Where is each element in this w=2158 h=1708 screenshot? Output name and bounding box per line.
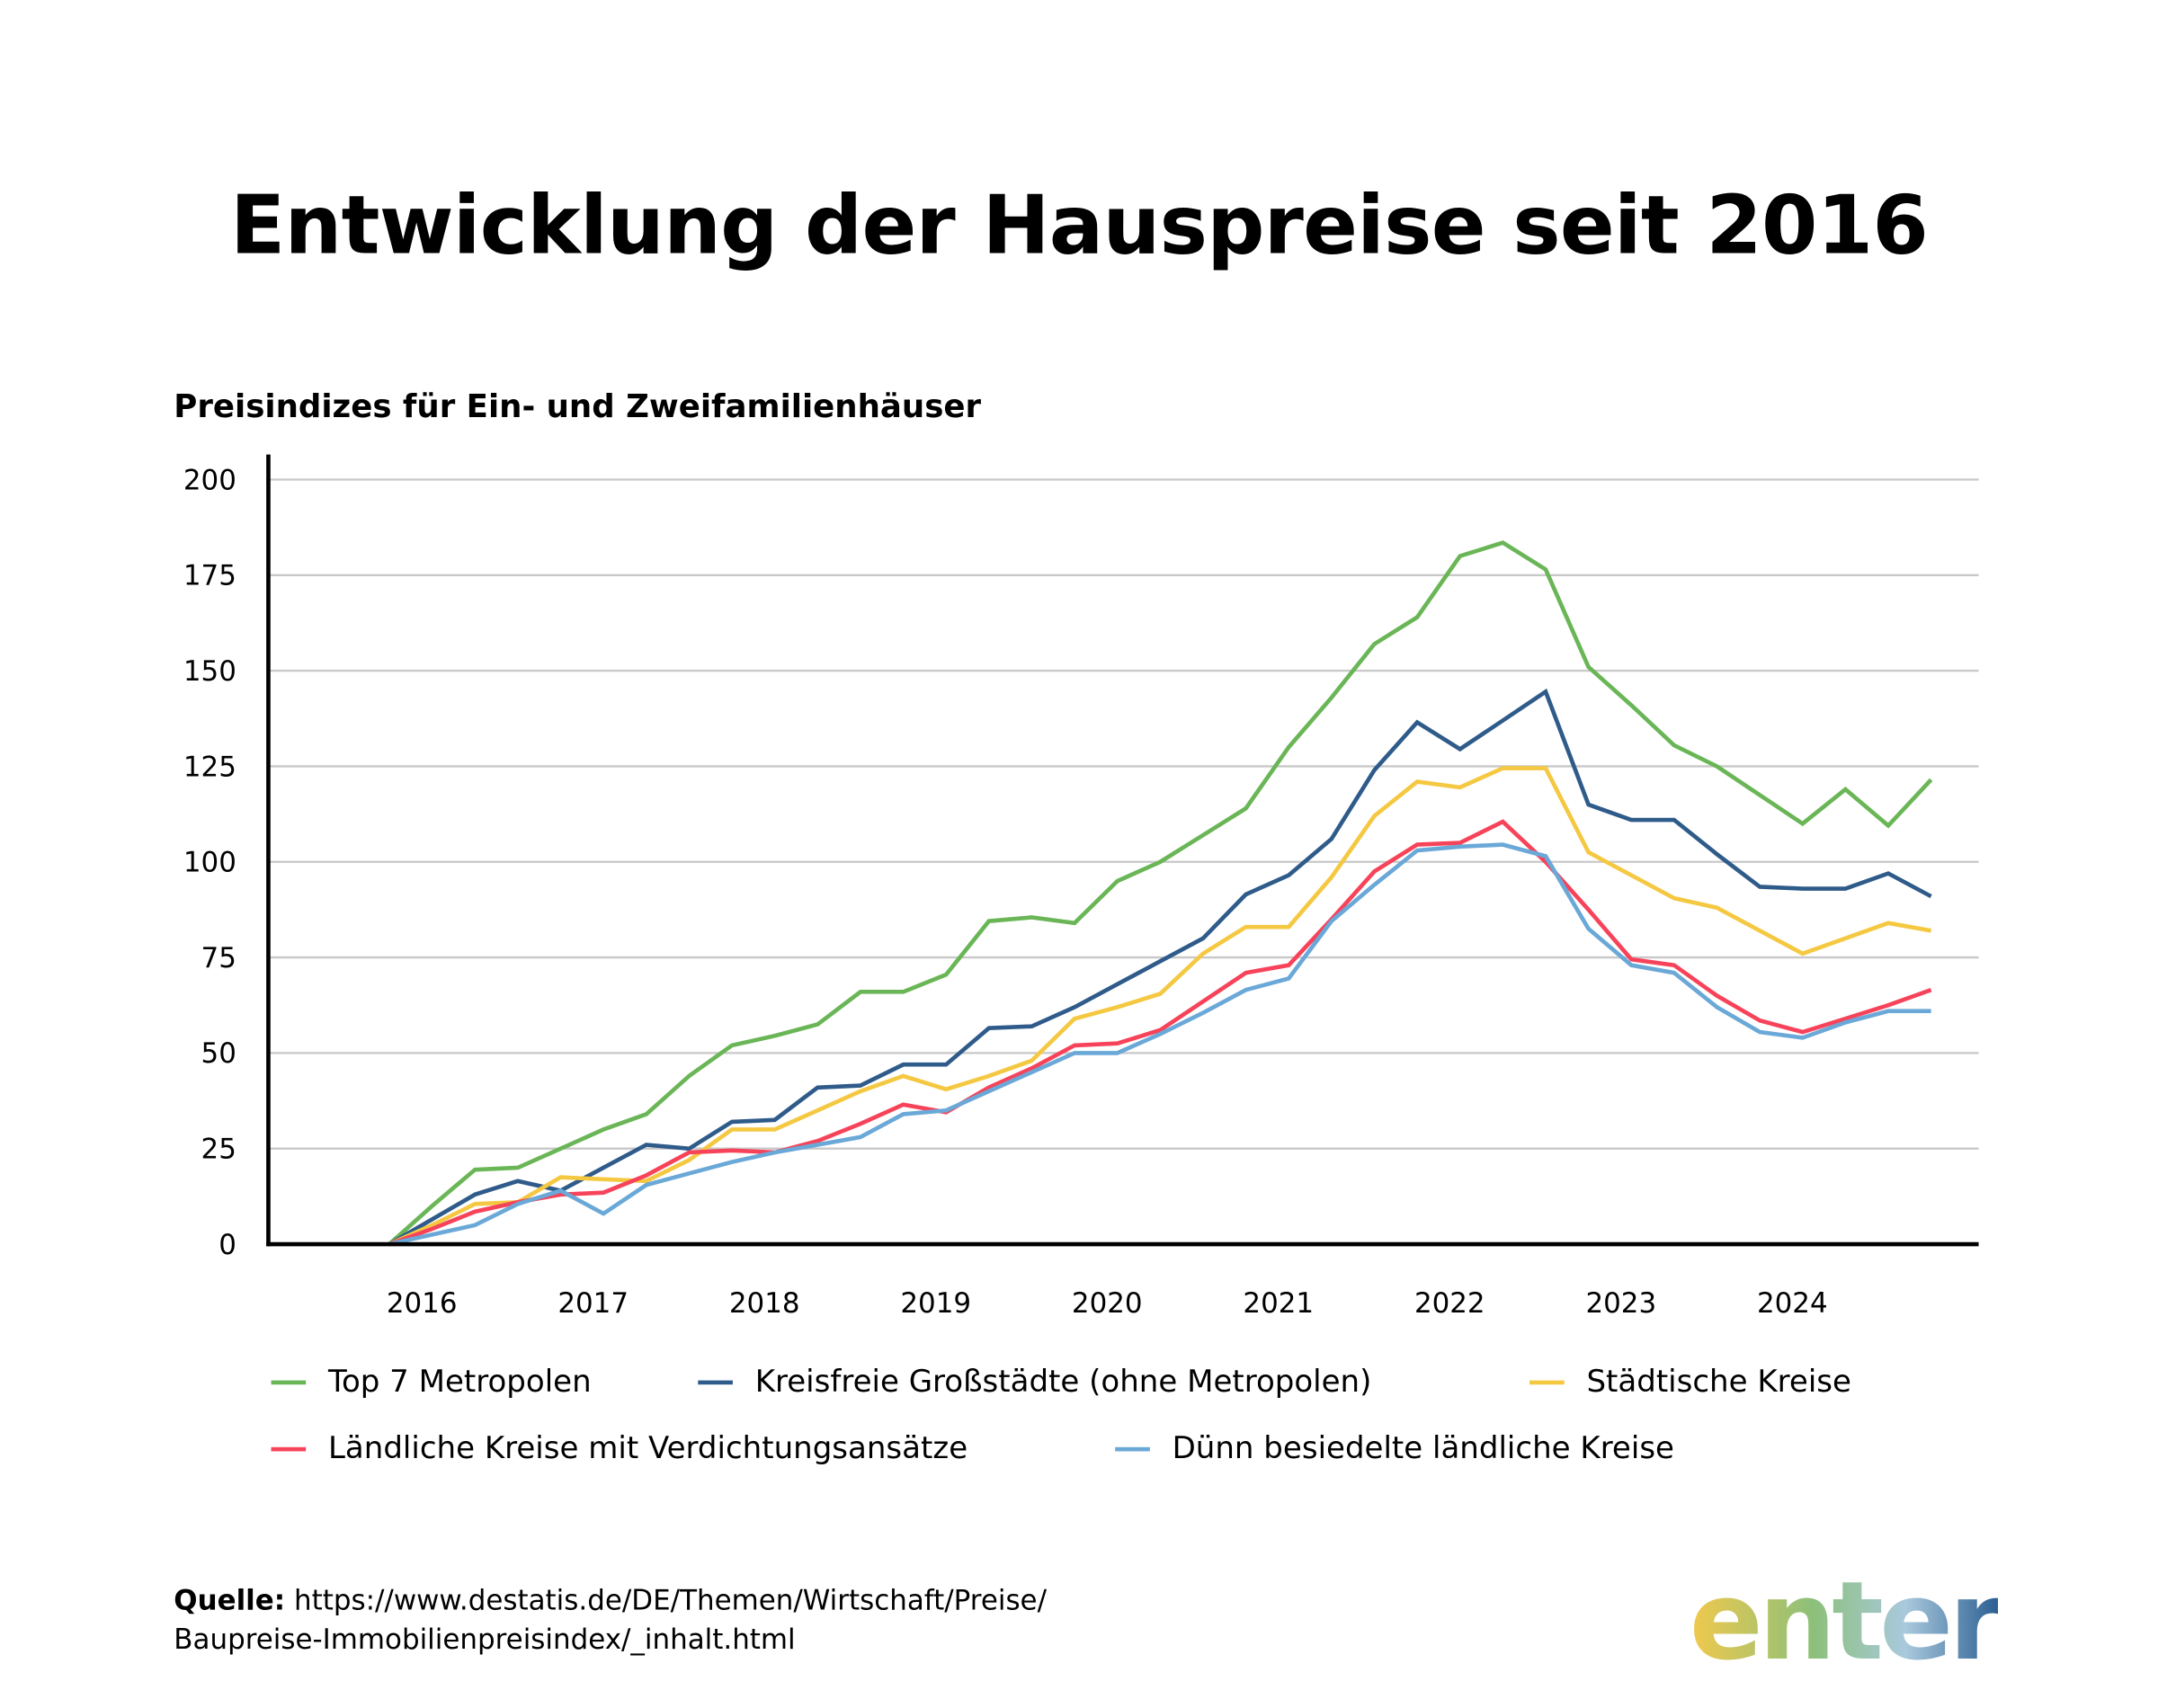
x-tick-label: 2021: [1243, 1287, 1314, 1320]
y-tick-label: 125: [183, 751, 236, 783]
legend-item: Kreisfreie Großstädte (ohne Metropolen): [698, 1365, 1372, 1401]
legend-swatch: [271, 1380, 307, 1385]
y-tick-label: 200: [183, 464, 236, 496]
legend-label: Top 7 Metropolen: [327, 1365, 592, 1401]
x-tick-label: 2022: [1414, 1287, 1485, 1320]
legend-swatch: [1529, 1380, 1565, 1385]
legend-item: Dünn besiedelte ländliche Kreise: [1115, 1431, 1674, 1467]
x-tick-label: 2016: [387, 1287, 458, 1320]
x-tick-label: 2023: [1585, 1287, 1656, 1320]
legend-label: Dünn besiedelte ländliche Kreise: [1172, 1431, 1674, 1467]
source-url-line2: Baupreise-Immobilienpreisindex/_inhalt.h…: [174, 1622, 796, 1656]
legend-item: Städtische Kreise: [1529, 1365, 1851, 1401]
y-tick-label: 150: [183, 655, 236, 688]
legend-label: Kreisfreie Großstädte (ohne Metropolen): [754, 1365, 1372, 1401]
series-line-5: [388, 842, 1931, 1247]
y-tick-label: 100: [183, 847, 236, 879]
x-tick-label: 2024: [1757, 1287, 1828, 1320]
legend-swatch: [698, 1380, 733, 1385]
x-tick-label: 2017: [557, 1287, 629, 1320]
series-line-3: [388, 766, 1932, 1247]
source-label: Quelle:: [174, 1583, 286, 1617]
legend-label: Ländliche Kreise mit Verdichtungsansätze: [327, 1431, 968, 1467]
series-line-4: [388, 819, 1932, 1247]
legend-label: Städtische Kreise: [1586, 1365, 1851, 1401]
y-tick-label: 50: [201, 1037, 236, 1070]
enter-logo: enter: [1689, 1560, 2002, 1686]
source-url-line1: https://www.destatis.de/DE/Themen/Wirtsc…: [293, 1583, 1048, 1617]
series-line-1: [388, 540, 1933, 1246]
page-title: Entwicklung der Hauspreise seit 2016: [230, 177, 1929, 273]
y-tick-label: 25: [201, 1134, 236, 1166]
source-note: Quelle: https://www.destatis.de/DE/Theme…: [174, 1580, 1047, 1659]
x-tick-label: 2018: [729, 1287, 800, 1320]
legend-swatch: [271, 1446, 307, 1452]
y-tick-label: 75: [201, 942, 236, 974]
x-tick-label: 2020: [1072, 1287, 1143, 1320]
series-line-2: [388, 688, 1932, 1247]
legend-item: Top 7 Metropolen: [271, 1365, 592, 1401]
legend-item: Ländliche Kreise mit Verdichtungsansätze: [271, 1431, 968, 1467]
y-tick-label: 175: [183, 560, 236, 592]
chart-subtitle: Preisindizes für Ein- und Zweifamilienhä…: [174, 388, 982, 426]
y-tick-label: 0: [218, 1229, 236, 1261]
x-tick-label: 2019: [900, 1287, 971, 1320]
legend-swatch: [1115, 1446, 1150, 1452]
